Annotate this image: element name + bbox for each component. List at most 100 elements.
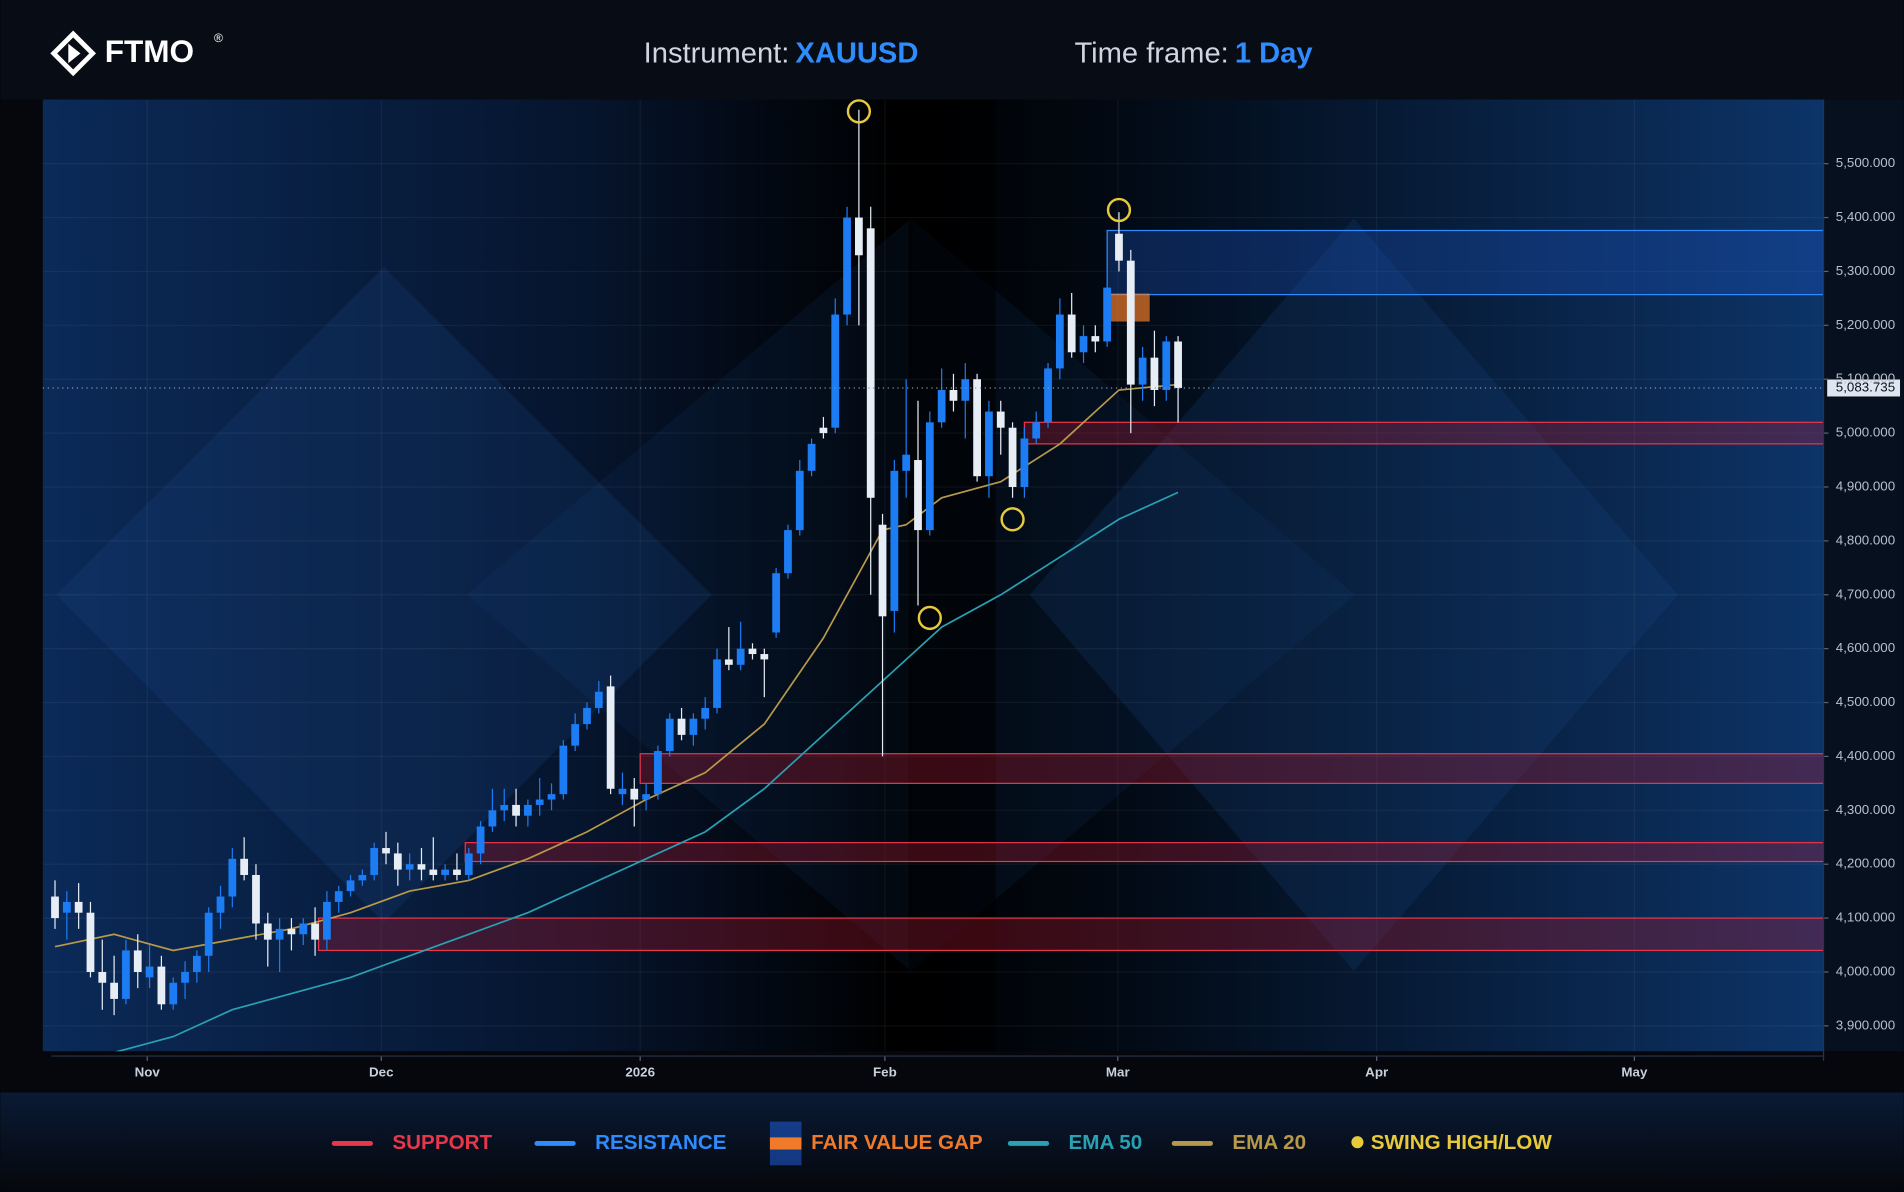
logo: FTMO ®: [50, 30, 223, 77]
candle-body: [453, 869, 461, 875]
y-tick-label: 3,900.000: [1836, 1017, 1895, 1032]
candle-body: [429, 869, 438, 875]
header-bar: [0, 0, 1904, 100]
candle-body: [855, 217, 863, 256]
candle-body: [382, 848, 390, 854]
legend-label: FAIR VALUE GAP: [811, 1131, 983, 1154]
brand: FTMO: [105, 33, 194, 69]
candle-body: [216, 896, 225, 913]
candle-body: [122, 950, 130, 999]
legend-label: EMA 50: [1069, 1131, 1143, 1154]
candle-body: [996, 411, 1005, 428]
candle-body: [1162, 341, 1171, 390]
candle-body: [843, 217, 851, 315]
candle-body: [914, 460, 922, 531]
candle-body: [145, 966, 154, 978]
candle-body: [1008, 427, 1017, 487]
candle-body: [299, 923, 308, 935]
candle-body: [973, 379, 981, 477]
swing-point: [1106, 197, 1132, 223]
candle-body: [405, 864, 414, 870]
instrument: XAUUSD: [795, 37, 918, 69]
candle-body: [654, 751, 662, 795]
candle-body: [1115, 233, 1123, 261]
candle-body: [819, 427, 828, 434]
y-tick-label: 4,400.000: [1836, 748, 1895, 763]
candle-body: [512, 804, 520, 816]
candle-body: [736, 648, 745, 665]
candle-body: [275, 928, 284, 940]
candle-body: [1091, 336, 1100, 342]
candle-body: [169, 982, 178, 1005]
candle-body: [925, 422, 934, 531]
candle-body: [476, 826, 485, 854]
candle-body: [760, 654, 769, 660]
legend-label: EMA 20: [1232, 1131, 1306, 1154]
last-price-label: 5,083.735: [1836, 380, 1895, 395]
legend-swatch: [769, 1137, 802, 1150]
candle-body: [157, 966, 166, 1005]
candle-body: [618, 788, 627, 795]
overlay: 5,083.735: [42, 99, 1901, 631]
candle-body: [263, 923, 272, 940]
candle-body: [192, 955, 201, 972]
candle-body: [1174, 341, 1182, 388]
candle-body: [323, 901, 331, 940]
candle-body: [500, 804, 509, 811]
x-tick-label: Nov: [135, 1065, 161, 1080]
y-tick-label: 5,500.000: [1836, 155, 1895, 170]
x-tick-label: 2026: [625, 1065, 655, 1080]
candle-body: [358, 874, 367, 881]
candle-body: [713, 659, 721, 708]
support-zone: [318, 917, 1824, 952]
candle-body: [86, 912, 95, 972]
candle-body: [535, 799, 544, 805]
candle-body: [571, 724, 580, 746]
candle-body: [748, 648, 757, 655]
candle-body: [346, 880, 355, 892]
y-tick-label: 4,000.000: [1836, 964, 1895, 979]
legend-label: SWING HIGH/LOW: [1371, 1131, 1553, 1154]
decor-band: [908, 99, 996, 1052]
support-zone: [639, 753, 1824, 784]
candle-body: [98, 971, 107, 983]
legend-label: RESISTANCE: [595, 1131, 726, 1154]
candle-body: [961, 379, 970, 401]
candle-body: [583, 707, 591, 725]
y-tick-label: 5,100.000: [1836, 371, 1895, 386]
legend: SUPPORT RESISTANCE FAIR VALUE GAP EMA 50 EMA…: [331, 1121, 1553, 1166]
candle-body: [985, 411, 993, 477]
candle-body: [1044, 368, 1052, 423]
candle-body: [417, 864, 426, 870]
candle-body: [831, 314, 840, 428]
timeframe-label: Time frame:: [1074, 37, 1228, 69]
candle-body: [677, 718, 686, 735]
candle-body: [228, 858, 237, 897]
candles: [51, 109, 1182, 1016]
swing-point: [917, 605, 942, 631]
y-tick-label: 5,000.000: [1836, 425, 1895, 440]
candle-body: [1020, 438, 1029, 487]
candle-body: [866, 228, 875, 498]
y-tick-label: 4,700.000: [1836, 586, 1895, 601]
candle-body: [1126, 260, 1135, 385]
candle-body: [1032, 422, 1041, 439]
candle-body: [795, 470, 804, 531]
ema-line: [115, 491, 1179, 1052]
candle-body: [665, 718, 674, 752]
candle-body: [441, 869, 450, 875]
y-axis-panel: [1823, 99, 1904, 1052]
timeframe: 1 Day: [1235, 37, 1314, 69]
logo-mark: [68, 43, 81, 64]
candle-body: [488, 810, 497, 827]
candle-body: [393, 853, 402, 870]
support-zone: [464, 842, 1824, 863]
candle-body: [724, 659, 733, 665]
brand-registered: ®: [214, 31, 223, 45]
candle-body: [689, 718, 698, 735]
x-tick-label: Apr: [1365, 1065, 1388, 1080]
candle-body: [370, 848, 379, 875]
candle-body: [1055, 314, 1064, 369]
